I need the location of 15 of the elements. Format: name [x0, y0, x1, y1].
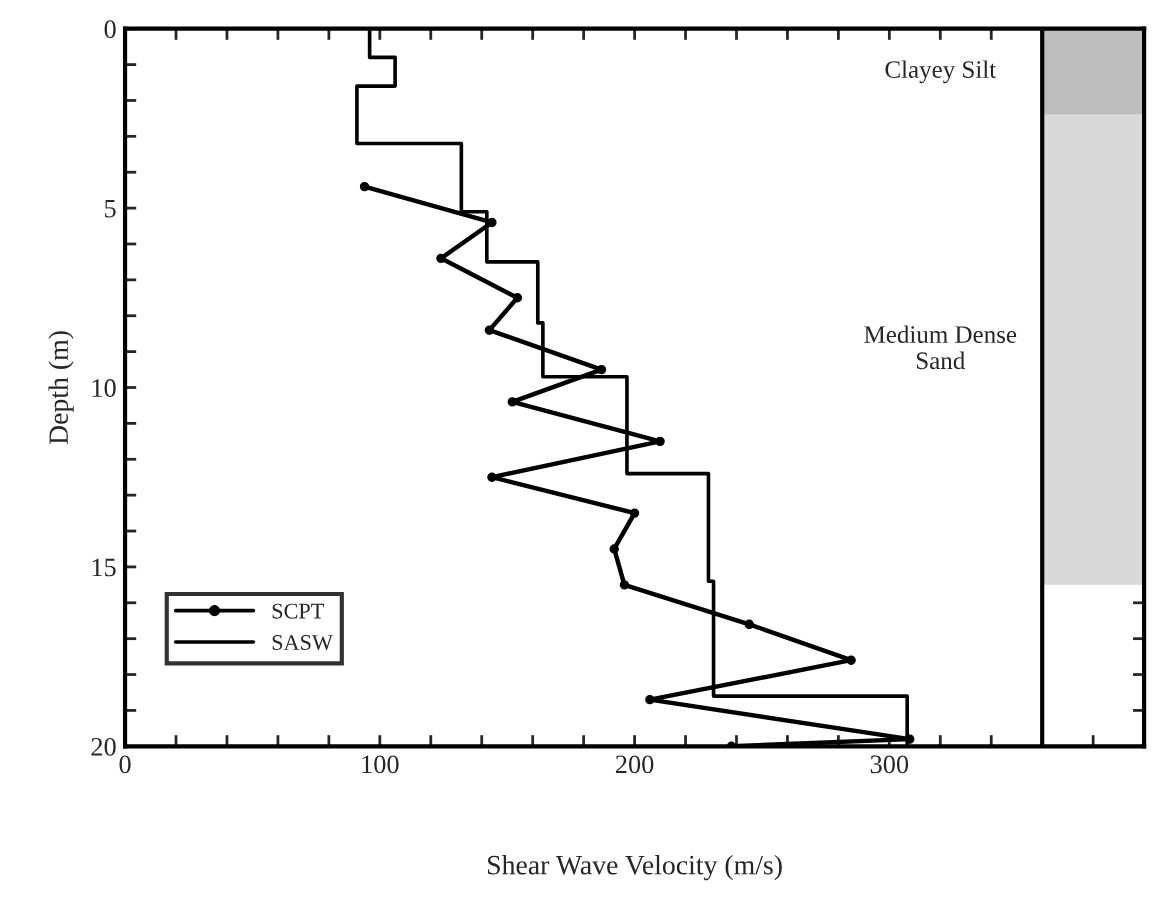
x-tick-label: 100 [362, 755, 399, 774]
y-axis-title: Depth (m) [48, 331, 74, 445]
y-tick-label: 15 [92, 558, 116, 577]
y-tick-label: 10 [92, 379, 116, 397]
x-axis-title: Shear Wave Velocity (m/s) [488, 854, 782, 881]
y-tick-label: 20 [91, 737, 116, 756]
x-tick-label: 200 [615, 755, 654, 774]
legend-label: SASW [272, 635, 333, 651]
band-label: Medium Dense Sand [864, 325, 1017, 370]
band-label: Clayey Silt [885, 60, 997, 84]
y-tick-label: 5 [105, 199, 116, 218]
x-tick-label: 300 [870, 755, 909, 774]
x-tick-label: 0 [119, 755, 131, 774]
y-tick-label: 0 [104, 20, 116, 39]
legend-label: SCPT [272, 603, 324, 619]
